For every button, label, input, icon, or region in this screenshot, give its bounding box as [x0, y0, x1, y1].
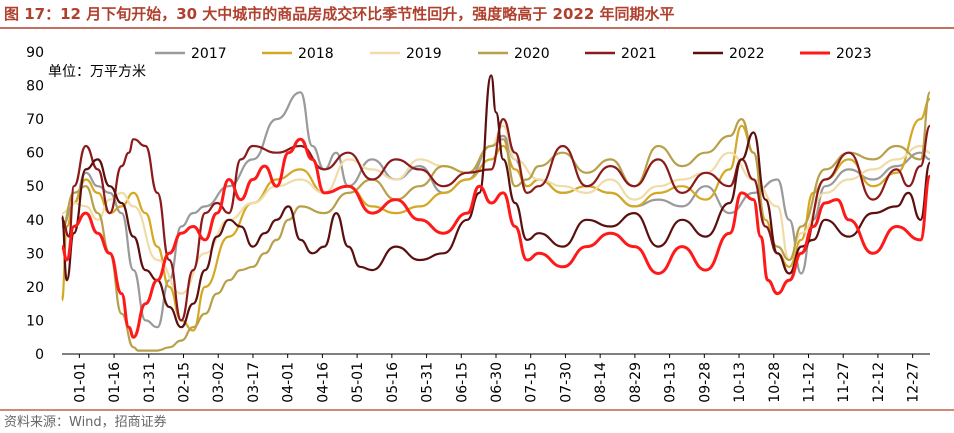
x-tick-label: 10-28 [767, 362, 783, 403]
x-tick-label: 10-13 [732, 362, 748, 403]
y-tick-label: 80 [26, 79, 44, 95]
x-tick-label: 11-12 [801, 362, 817, 403]
legend-label-2018: 2018 [298, 46, 334, 62]
x-tick-label: 12-12 [871, 362, 887, 403]
y-tick-label: 50 [26, 179, 44, 195]
x-tick-label: 06-30 [489, 362, 505, 403]
x-tick-label: 02-15 [177, 362, 193, 403]
y-tick-label: 40 [26, 213, 44, 229]
x-tick-label: 04-01 [281, 362, 297, 403]
y-tick-label: 10 [26, 313, 44, 329]
y-tick-label: 0 [35, 347, 44, 363]
legend-label-2021: 2021 [621, 46, 657, 62]
x-tick-label: 05-31 [420, 362, 436, 403]
x-tick-label: 01-31 [142, 362, 158, 403]
series-line-2017 [61, 91, 931, 329]
x-tick-label: 07-15 [524, 362, 540, 403]
x-tick-label: 08-29 [628, 362, 644, 403]
x-tick-label: 05-01 [350, 362, 366, 403]
x-tick-label: 03-02 [211, 362, 227, 403]
y-tick-label: 90 [26, 45, 44, 61]
legend-label-2020: 2020 [514, 46, 550, 62]
chart-title: 图 17：12 月下旬开始，30 大中城市的商品房成交环比季节性回升，强度略高于… [4, 5, 675, 23]
y-tick-label: 60 [26, 146, 44, 162]
series-line-2021 [61, 118, 932, 322]
x-tick-label: 12-27 [906, 362, 922, 403]
series-line-2023 [61, 137, 932, 339]
x-tick-label: 05-16 [385, 362, 401, 403]
legend-label-2017: 2017 [191, 46, 227, 62]
y-axis-ticks: 0 10 20 30 40 50 60 70 80 90 [26, 45, 44, 363]
legend-label-2022: 2022 [729, 46, 765, 62]
x-tick-label: 11-27 [836, 362, 852, 403]
x-tick-label: 04-16 [315, 362, 331, 403]
x-tick-label: 03-17 [246, 362, 262, 403]
y-tick-label: 20 [26, 280, 44, 296]
legend: 2017 2018 2019 2020 2021 2022 2023 [155, 46, 872, 62]
legend-label-2019: 2019 [406, 46, 442, 62]
x-tick-label: 01-16 [107, 362, 123, 403]
x-tick-label: 06-15 [454, 362, 470, 403]
x-tick-label: 09-13 [663, 362, 679, 403]
source-note: 资料来源：Wind，招商证券 [4, 414, 167, 430]
x-tick-label: 07-30 [558, 362, 574, 403]
series-lines [60, 74, 932, 352]
x-tick-label: 01-01 [72, 362, 88, 403]
y-tick-label: 70 [26, 112, 44, 128]
y-unit-label: 单位：万平方米 [48, 64, 146, 80]
series-line-2018 [60, 97, 931, 332]
x-axis-ticks: 01-01 01-16 01-31 02-15 03-02 03-17 04-01 04-16… [72, 354, 922, 403]
series-line-2020 [61, 91, 932, 352]
series-line-2022 [60, 74, 932, 329]
legend-label-2023: 2023 [836, 46, 872, 62]
y-tick-label: 30 [26, 246, 44, 262]
x-tick-label: 09-28 [697, 362, 713, 403]
x-tick-label: 08-14 [593, 362, 609, 403]
